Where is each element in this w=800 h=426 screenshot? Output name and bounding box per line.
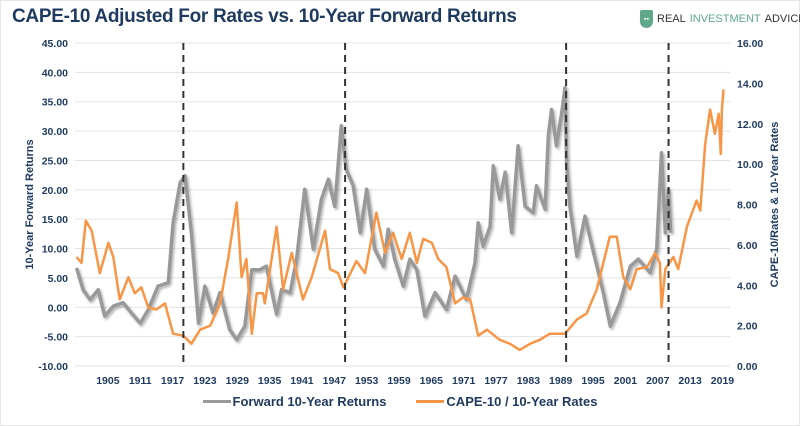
x-tick-label: 2001	[614, 375, 638, 387]
x-tick-label: 1953	[355, 375, 379, 387]
y-left-tick-label: 5.00	[48, 273, 69, 285]
y-left-tick-label: 30.00	[42, 126, 68, 138]
y-left-tick-label: 40.00	[42, 67, 68, 79]
y-left-tick-label: 10.00	[42, 244, 68, 256]
legend-item-cape-rates: CAPE-10 / 10-Year Rates	[416, 394, 597, 409]
y-right-tick-label: 10.00	[737, 159, 763, 171]
series-line-cape-rates	[75, 89, 725, 352]
x-tick-label: 1923	[193, 375, 217, 387]
x-tick-label: 2013	[678, 375, 702, 387]
x-tick-label: 1911	[129, 375, 152, 387]
y-left-tick-label: 0.00	[48, 302, 69, 314]
y-right-tick-label: 16.00	[737, 38, 763, 50]
logo: ▪▪ REAL INVESTMENT ADVICE	[640, 10, 800, 28]
legend-label: CAPE-10 / 10-Year Rates	[446, 394, 598, 409]
y-left-tick-label: 25.00	[42, 155, 68, 167]
legend-item-forward-returns: Forward 10-Year Returns	[202, 394, 387, 409]
x-tick-label: 1959	[387, 375, 411, 387]
shield-logo-icon: ▪▪	[640, 10, 653, 28]
y-left-tick-label: 35.00	[42, 97, 68, 109]
x-tick-label: 1983	[517, 375, 541, 387]
x-tick-label: 1995	[581, 375, 605, 387]
x-tick-label: 1905	[96, 375, 120, 387]
y-right-tick-label: 2.00	[737, 321, 758, 333]
logo-text-real: REAL	[657, 13, 686, 25]
x-tick-label: 2019	[711, 375, 735, 387]
y-left-axis-label: 10-Year Forward Returns	[24, 139, 36, 269]
y-left-tick-label: 20.00	[42, 185, 68, 197]
y-right-tick-label: 12.00	[737, 119, 763, 131]
x-tick-label: 1941	[290, 375, 314, 387]
x-tick-label: 2007	[646, 375, 670, 387]
series-line-forward-returns	[74, 85, 673, 342]
x-tick-label: 1947	[323, 375, 347, 387]
logo-text-investment: INVESTMENT	[689, 13, 761, 25]
x-tick-label: 1929	[226, 375, 250, 387]
legend: Forward 10-Year Returns CAPE-10 / 10-Yea…	[0, 394, 800, 409]
y-right-tick-label: 4.00	[737, 280, 758, 292]
x-tick-label: 1977	[484, 375, 508, 387]
x-tick-label: 1965	[420, 375, 444, 387]
x-tick-label: 1989	[549, 375, 573, 387]
legend-swatch-gray	[202, 400, 231, 403]
y-left-tick-label: -10.00	[38, 361, 68, 373]
y-right-tick-label: 8.00	[737, 200, 758, 212]
legend-label: Forward 10-Year Returns	[232, 394, 387, 409]
y-left-tick-label: -5.00	[44, 332, 68, 344]
chart-title: CAPE-10 Adjusted For Rates vs. 10-Year F…	[12, 6, 517, 27]
y-right-tick-label: 14.00	[737, 78, 763, 90]
x-tick-label: 1917	[161, 375, 185, 387]
y-left-tick-label: 15.00	[42, 214, 68, 226]
x-tick-label: 1935	[258, 375, 282, 387]
y-left-tick-label: 45.00	[42, 38, 68, 50]
y-right-tick-label: 0.00	[737, 361, 758, 373]
y-right-tick-label: 6.00	[737, 240, 758, 252]
y-right-axis-label: CAPE-10/Rates & 10-Year Rates	[769, 122, 781, 288]
legend-swatch-orange	[416, 400, 445, 403]
logo-text-advice: ADVICE	[764, 13, 800, 25]
x-tick-label: 1971	[452, 375, 476, 387]
